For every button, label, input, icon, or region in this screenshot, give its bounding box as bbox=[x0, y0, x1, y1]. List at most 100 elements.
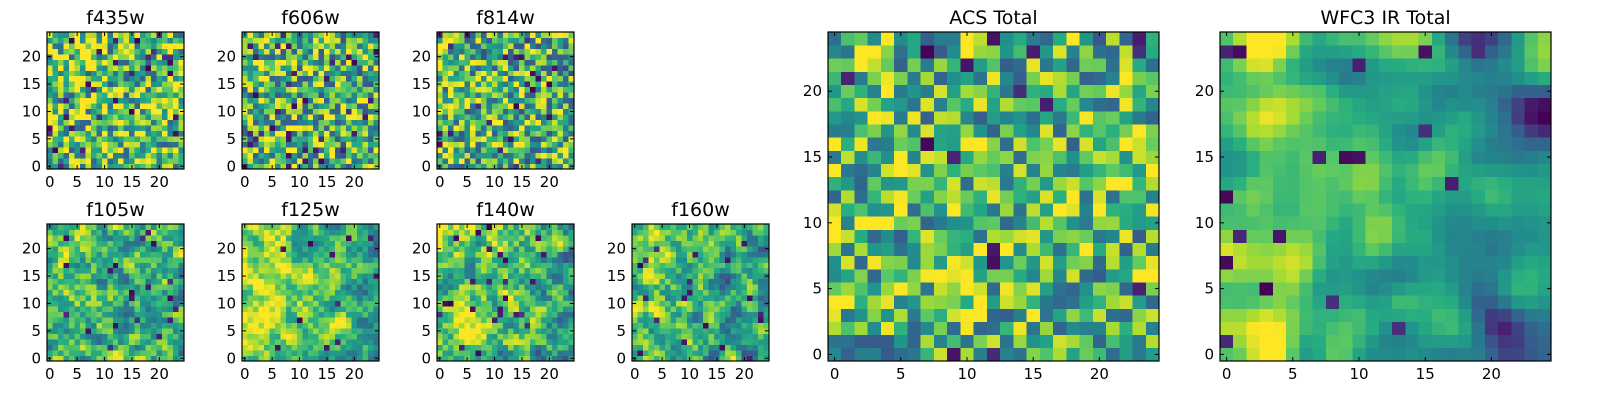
heatmap-cell bbox=[703, 289, 710, 296]
heatmap-cell bbox=[437, 119, 443, 126]
heatmap-cell bbox=[508, 147, 515, 153]
heatmap-cell bbox=[747, 267, 753, 274]
heatmap-cell bbox=[340, 130, 347, 137]
heatmap-cell bbox=[335, 333, 342, 340]
heatmap-cell bbox=[57, 147, 64, 153]
heatmap-cell bbox=[68, 256, 75, 263]
heatmap-cell bbox=[442, 81, 449, 88]
heatmap-cell bbox=[85, 136, 92, 142]
heatmap-cell bbox=[96, 81, 103, 88]
heatmap-cell bbox=[1145, 295, 1160, 309]
heatmap-cell bbox=[519, 92, 526, 99]
heatmap-cell bbox=[129, 251, 136, 258]
heatmap-cell bbox=[458, 130, 465, 137]
heatmap-cell bbox=[123, 306, 130, 313]
heatmap-cell bbox=[274, 339, 281, 345]
heatmap-cell bbox=[437, 114, 443, 121]
heatmap-cell bbox=[491, 306, 498, 313]
heatmap-cell bbox=[162, 328, 168, 334]
heatmap-cell bbox=[368, 141, 374, 148]
heatmap-cell bbox=[513, 267, 520, 274]
heatmap-cell bbox=[129, 256, 136, 263]
heatmap-cell bbox=[535, 350, 542, 356]
heatmap-cell bbox=[85, 322, 92, 329]
heatmap-cell bbox=[252, 245, 259, 252]
heatmap-cell bbox=[828, 268, 842, 283]
heatmap-cell bbox=[469, 256, 476, 263]
heatmap-cell bbox=[324, 103, 331, 110]
heatmap-cell bbox=[541, 289, 547, 296]
heatmap-cell bbox=[464, 70, 471, 77]
heatmap-cell bbox=[719, 262, 726, 269]
heatmap-cell bbox=[107, 97, 114, 104]
heatmap-cell bbox=[162, 262, 168, 269]
heatmap-cell bbox=[274, 311, 281, 318]
heatmap-cell bbox=[568, 267, 575, 274]
heatmap-cell bbox=[648, 284, 655, 291]
heatmap-cell bbox=[708, 355, 715, 362]
heatmap-cell bbox=[167, 152, 174, 159]
heatmap-cell bbox=[162, 130, 168, 137]
heatmap-cell bbox=[280, 245, 287, 252]
heatmap-cell bbox=[1066, 216, 1080, 230]
heatmap-cell bbox=[530, 130, 537, 137]
heatmap-cell bbox=[697, 344, 704, 351]
heatmap-cell bbox=[894, 268, 908, 283]
heatmap-cell bbox=[497, 273, 504, 280]
heatmap-cell bbox=[368, 284, 374, 291]
heatmap-cell bbox=[252, 147, 259, 153]
heatmap-cell bbox=[637, 256, 644, 263]
heatmap-cell bbox=[557, 350, 564, 356]
x-tick-label: 5 bbox=[72, 173, 82, 191]
heatmap-cell bbox=[480, 42, 487, 49]
heatmap-cell bbox=[741, 322, 748, 329]
heatmap-cell bbox=[530, 163, 537, 170]
heatmap-cell bbox=[263, 284, 270, 291]
heatmap-cell bbox=[697, 273, 704, 280]
heatmap-cell bbox=[362, 125, 369, 132]
heatmap-cell bbox=[497, 163, 504, 170]
heatmap-cell bbox=[747, 245, 753, 252]
heatmap-cell bbox=[335, 245, 342, 252]
heatmap-cell bbox=[475, 53, 482, 60]
heatmap-cell bbox=[178, 333, 185, 340]
heatmap-cell bbox=[335, 289, 342, 296]
heatmap-cell bbox=[469, 229, 476, 236]
heatmap-cell bbox=[708, 350, 715, 356]
heatmap-cell bbox=[736, 339, 742, 345]
heatmap-cell bbox=[535, 256, 542, 263]
heatmap-cell bbox=[252, 64, 259, 71]
heatmap-cell bbox=[357, 229, 363, 236]
heatmap-cell bbox=[1039, 203, 1054, 217]
heatmap-cell bbox=[632, 267, 638, 274]
heatmap-cell bbox=[57, 97, 64, 104]
heatmap-cell bbox=[118, 234, 125, 241]
heatmap-cell bbox=[475, 289, 482, 296]
heatmap-cell bbox=[252, 81, 259, 88]
heatmap-cell bbox=[335, 317, 342, 324]
heatmap-cell bbox=[692, 284, 699, 291]
heatmap-cell bbox=[357, 75, 363, 82]
heatmap-cell bbox=[502, 42, 509, 49]
heatmap-cell bbox=[307, 322, 314, 329]
heatmap-cell bbox=[920, 176, 935, 191]
heatmap-cell bbox=[546, 344, 553, 351]
heatmap-cell bbox=[480, 350, 487, 356]
heatmap-cell bbox=[140, 262, 147, 269]
heatmap-cell bbox=[85, 224, 92, 230]
heatmap-cell bbox=[107, 267, 114, 274]
heatmap-cell bbox=[346, 42, 352, 49]
x-tick-label: 5 bbox=[462, 365, 472, 383]
heatmap-cell bbox=[453, 328, 460, 334]
heatmap-cell bbox=[637, 295, 644, 302]
heatmap-cell bbox=[156, 333, 163, 340]
heatmap-cell bbox=[519, 97, 526, 104]
heatmap-cell bbox=[1079, 268, 1094, 283]
heatmap-cell bbox=[324, 130, 331, 137]
heatmap-cell bbox=[351, 136, 358, 142]
heatmap-cell bbox=[263, 333, 270, 340]
heatmap-cell bbox=[129, 350, 136, 356]
heatmap-cell bbox=[730, 229, 737, 236]
heatmap-cell bbox=[296, 344, 303, 351]
heatmap-cell bbox=[437, 339, 443, 345]
